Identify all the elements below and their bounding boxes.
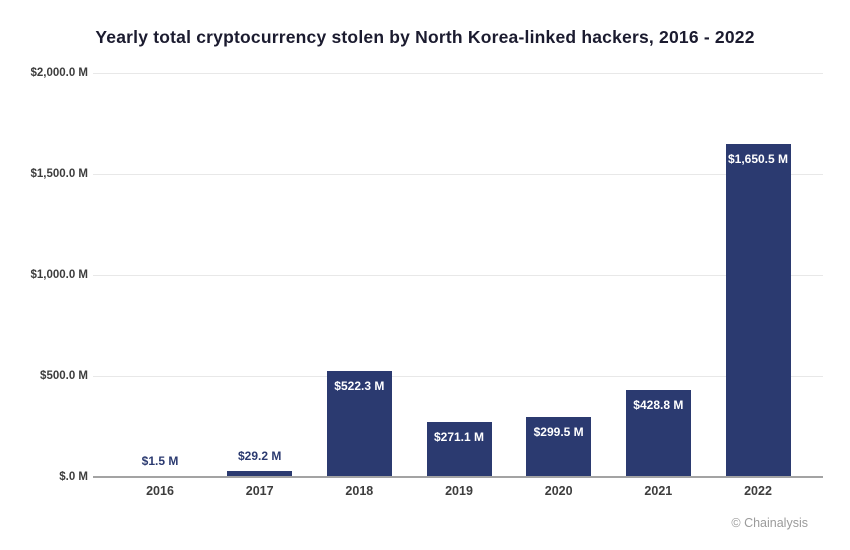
bar-2022 (725, 144, 791, 477)
bar-value-label-2021: $428.8 M (633, 398, 684, 412)
x-tick-label-2021: 2021 (644, 484, 673, 498)
gridline (93, 376, 823, 377)
bar-2018 (326, 371, 392, 477)
gridline (93, 174, 823, 175)
bar-value-label-2020: $299.5 M (533, 425, 584, 439)
bar-value-label-2016: $1.5 M (141, 454, 179, 468)
x-tick-label-2020: 2020 (544, 484, 573, 498)
x-tick-label-2018: 2018 (345, 484, 374, 498)
y-tick-label: $.0 M (59, 471, 88, 483)
bar-2017 (227, 471, 293, 477)
attribution: © Chainalysis (731, 516, 808, 530)
gridline (93, 275, 823, 276)
y-tick-label: $1,000.0 M (30, 269, 88, 281)
bar-value-label-2022: $1,650.5 M (727, 152, 789, 166)
bar-value-label-2017: $29.2 M (237, 449, 282, 463)
x-axis-baseline (93, 476, 823, 478)
bar-value-label-2019: $271.1 M (433, 430, 485, 444)
x-tick-label-2017: 2017 (245, 484, 274, 498)
bar-2019 (426, 422, 492, 477)
chart-title: Yearly total cryptocurrency stolen by No… (95, 27, 755, 47)
bar-2020 (526, 417, 592, 477)
x-tick-label-2019: 2019 (445, 484, 473, 498)
y-tick-label: $2,000.0 M (30, 67, 88, 79)
bar-2021 (625, 390, 691, 477)
gridline (93, 73, 823, 74)
bar-value-label-2018: $522.3 M (334, 379, 385, 393)
y-tick-label: $500.0 M (40, 370, 88, 382)
y-tick-label: $1,500.0 M (30, 168, 88, 180)
x-tick-label-2016: 2016 (146, 484, 174, 498)
x-tick-label-2022: 2022 (744, 484, 772, 498)
